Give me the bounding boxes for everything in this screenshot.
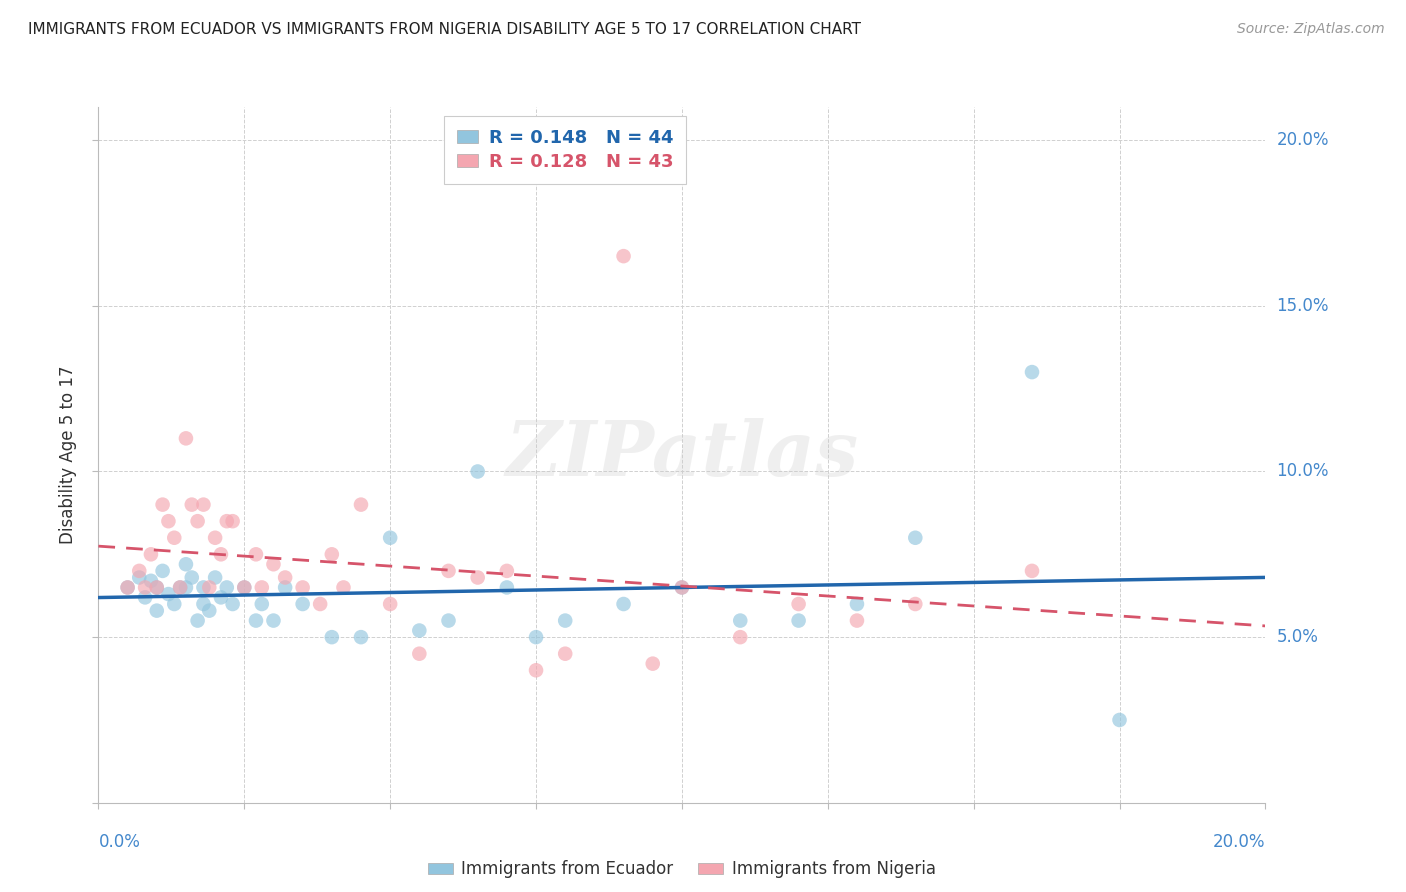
Point — [350, 498, 373, 512]
Point — [408, 647, 430, 661]
Point — [221, 597, 243, 611]
Point — [233, 581, 256, 595]
Point — [169, 581, 191, 595]
Point — [117, 581, 139, 595]
Point — [139, 547, 162, 561]
Point — [134, 591, 156, 605]
Point — [495, 581, 517, 595]
Point — [1108, 713, 1130, 727]
Point — [641, 657, 664, 671]
Point — [437, 564, 460, 578]
Point — [180, 570, 202, 584]
Y-axis label: Disability Age 5 to 17: Disability Age 5 to 17 — [59, 366, 77, 544]
Point — [128, 570, 150, 584]
Text: 5.0%: 5.0% — [1277, 628, 1319, 646]
Point — [193, 581, 215, 595]
Text: 20.0%: 20.0% — [1277, 131, 1329, 149]
Point — [146, 581, 169, 595]
Point — [174, 581, 197, 595]
Point — [245, 547, 267, 561]
Point — [787, 597, 810, 611]
Point — [904, 597, 927, 611]
Text: Source: ZipAtlas.com: Source: ZipAtlas.com — [1237, 22, 1385, 37]
Point — [904, 531, 927, 545]
Point — [332, 581, 354, 595]
Point — [157, 587, 180, 601]
Point — [198, 604, 221, 618]
Point — [1021, 564, 1043, 578]
Point — [152, 564, 174, 578]
Point — [378, 531, 402, 545]
Text: 20.0%: 20.0% — [1213, 833, 1265, 851]
Point — [291, 581, 314, 595]
Point — [215, 514, 238, 528]
Point — [671, 581, 693, 595]
Point — [321, 547, 343, 561]
Point — [554, 614, 576, 628]
Point — [437, 614, 460, 628]
Point — [671, 581, 693, 595]
Point — [204, 570, 226, 584]
Point — [291, 597, 314, 611]
Point — [157, 514, 180, 528]
Point — [467, 465, 489, 479]
Point — [787, 614, 810, 628]
Point — [274, 570, 297, 584]
Point — [524, 663, 547, 677]
Point — [209, 591, 232, 605]
Point — [163, 531, 186, 545]
Point — [117, 581, 139, 595]
Text: 0.0%: 0.0% — [98, 833, 141, 851]
Point — [250, 581, 273, 595]
Text: 15.0%: 15.0% — [1277, 297, 1329, 315]
Point — [209, 547, 232, 561]
Point — [262, 558, 284, 572]
Point — [378, 597, 402, 611]
Point — [193, 597, 215, 611]
Point — [215, 581, 238, 595]
Point — [139, 574, 162, 588]
Point — [408, 624, 430, 638]
Point — [612, 249, 634, 263]
Point — [467, 570, 489, 584]
Point — [321, 630, 343, 644]
Point — [146, 604, 169, 618]
Point — [204, 531, 226, 545]
Point — [187, 514, 209, 528]
Point — [845, 597, 868, 611]
Point — [134, 581, 156, 595]
Text: IMMIGRANTS FROM ECUADOR VS IMMIGRANTS FROM NIGERIA DISABILITY AGE 5 TO 17 CORREL: IMMIGRANTS FROM ECUADOR VS IMMIGRANTS FR… — [28, 22, 860, 37]
Point — [146, 581, 169, 595]
Point — [350, 630, 373, 644]
Point — [728, 614, 751, 628]
Point — [262, 614, 284, 628]
Point — [163, 597, 186, 611]
Point — [169, 581, 191, 595]
Point — [554, 647, 576, 661]
Point — [174, 431, 197, 445]
Point — [233, 581, 256, 595]
Point — [174, 558, 197, 572]
Point — [198, 581, 221, 595]
Point — [495, 564, 517, 578]
Point — [274, 581, 297, 595]
Point — [193, 498, 215, 512]
Point — [612, 597, 634, 611]
Point — [845, 614, 868, 628]
Point — [221, 514, 243, 528]
Point — [152, 498, 174, 512]
Point — [728, 630, 751, 644]
Point — [187, 614, 209, 628]
Point — [180, 498, 202, 512]
Point — [250, 597, 273, 611]
Text: 10.0%: 10.0% — [1277, 462, 1329, 481]
Text: ZIPatlas: ZIPatlas — [505, 418, 859, 491]
Point — [1021, 365, 1043, 379]
Point — [245, 614, 267, 628]
Legend: Immigrants from Ecuador, Immigrants from Nigeria: Immigrants from Ecuador, Immigrants from… — [422, 854, 942, 885]
Point — [524, 630, 547, 644]
Point — [128, 564, 150, 578]
Point — [309, 597, 332, 611]
